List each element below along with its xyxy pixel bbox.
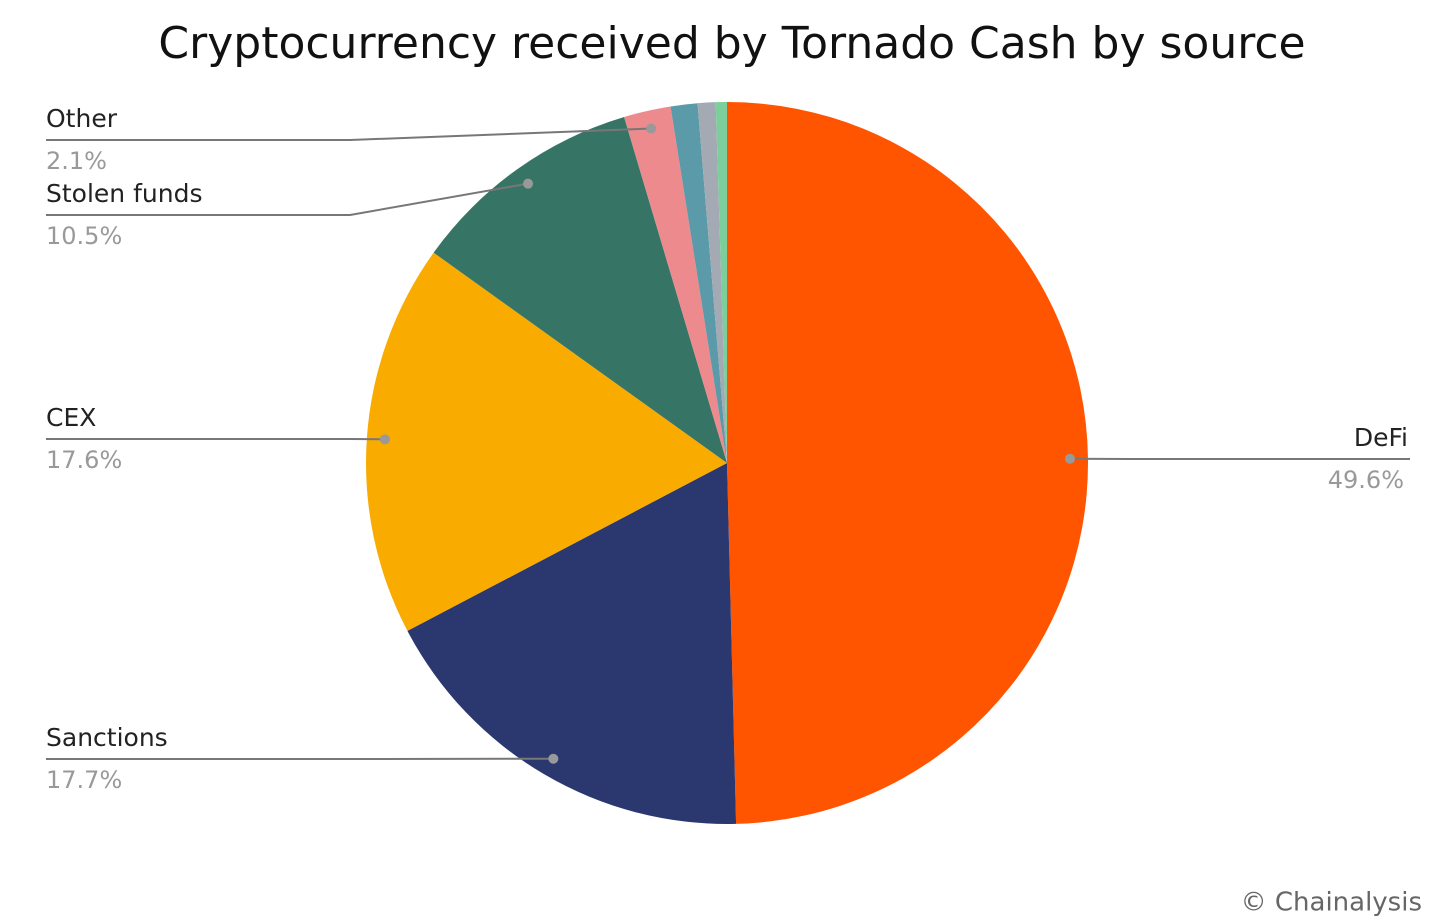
- chart-title: Cryptocurrency received by Tornado Cash …: [158, 18, 1305, 69]
- slice-label: Other: [46, 104, 118, 133]
- leader-dot: [523, 178, 534, 189]
- slice-label: Stolen funds: [46, 179, 202, 208]
- value-label: 17.6%: [46, 446, 122, 474]
- value-label: 10.5%: [46, 222, 122, 250]
- pie-slice: [697, 102, 727, 463]
- value-label: 49.6%: [1328, 466, 1404, 494]
- pie-slice: [727, 102, 1088, 824]
- pie-slice: [624, 106, 727, 463]
- value-label: 17.7%: [46, 766, 122, 794]
- leader-dot: [379, 434, 390, 445]
- leader-line: [46, 127, 652, 141]
- pie-slice: [366, 252, 727, 631]
- pie-slice: [433, 116, 727, 463]
- leader-line: [46, 182, 529, 216]
- value-label: 2.1%: [46, 147, 107, 175]
- slice-label: DeFi: [1354, 423, 1408, 452]
- leader-dot: [1064, 453, 1075, 464]
- pie-slice: [407, 463, 737, 824]
- leader-dot: [646, 123, 657, 134]
- slice-label: CEX: [46, 403, 96, 432]
- slice-label: Sanctions: [46, 723, 168, 752]
- leader-dot: [548, 753, 559, 764]
- pie-slice: [715, 102, 727, 463]
- pie-slice: [670, 103, 727, 463]
- source-note: © Chainalysis: [1241, 888, 1422, 918]
